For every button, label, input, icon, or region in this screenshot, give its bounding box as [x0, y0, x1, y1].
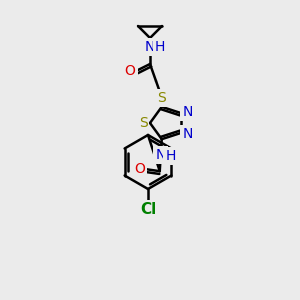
Text: N: N: [183, 127, 193, 141]
Text: N: N: [145, 40, 155, 54]
Text: N: N: [156, 148, 166, 162]
Text: S: S: [139, 116, 147, 130]
Text: H: H: [166, 149, 176, 163]
Text: Cl: Cl: [140, 202, 156, 217]
Text: O: O: [124, 64, 135, 78]
Text: N: N: [183, 105, 193, 119]
Text: O: O: [134, 162, 145, 176]
Text: H: H: [155, 40, 165, 54]
Text: S: S: [157, 91, 165, 105]
